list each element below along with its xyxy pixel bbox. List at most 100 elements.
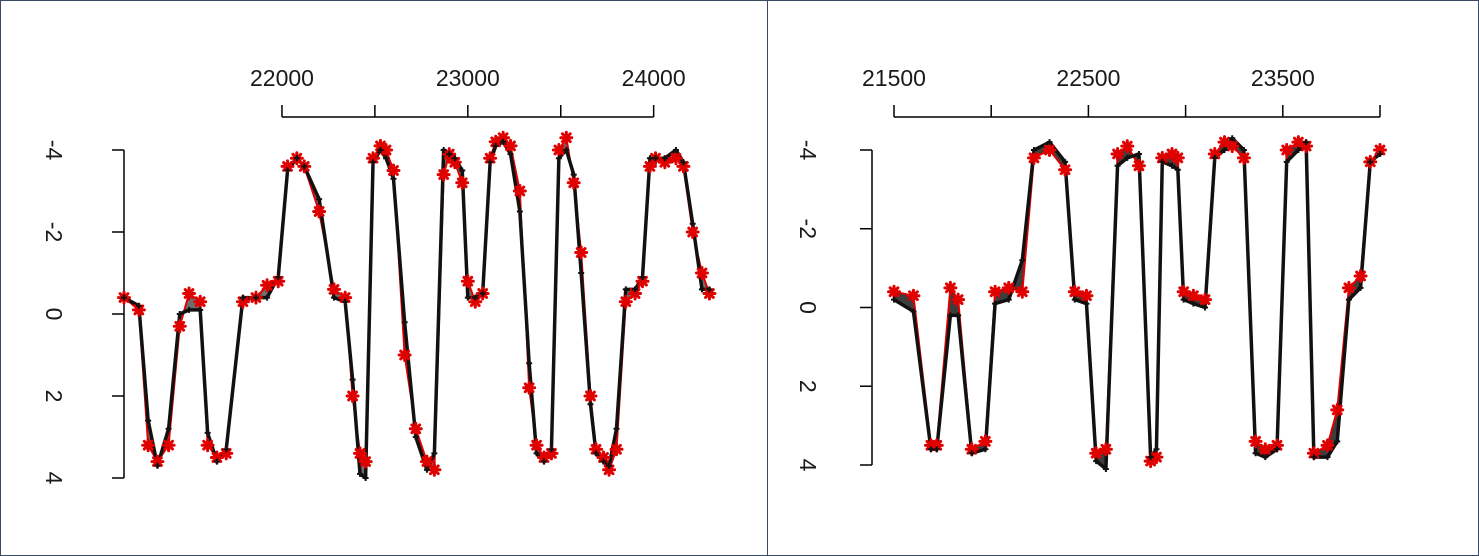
fitted-point [1262,454,1269,461]
observed-point [1291,135,1306,150]
fitted-point [646,155,653,162]
observed-point [685,225,700,239]
observed-point [386,163,401,178]
observed-point [427,462,442,477]
fitted-point [1310,454,1317,461]
observed-point [1236,150,1251,165]
observed-point [887,284,901,299]
observed-point [312,204,327,219]
fitted-point [390,175,397,182]
fitted-point [431,450,438,457]
fitted-point [672,147,679,153]
observed-point [589,442,604,457]
fitted-point [578,270,585,276]
observed-point [566,175,581,190]
observed-point [1120,139,1135,154]
observed-point [353,446,368,461]
observed-point [951,292,966,307]
y-tick-label: -4 [795,140,821,161]
left-panel: 22000 23000 24000 -4 -2 0 2 4 [41,65,717,485]
fitted-point [154,462,161,469]
fitted-point [587,401,594,408]
fitted-point [316,196,323,203]
x-tick-label: 22500 [1056,65,1120,91]
observed-point [1058,162,1073,177]
observed-point [512,184,527,198]
observed-point [642,159,657,174]
observed-point [1186,288,1201,303]
observed-point [271,274,286,289]
y-tick-label: 0 [795,301,821,314]
observed-point [1015,284,1030,299]
observed-point [161,438,176,453]
observed-point [1353,269,1368,283]
fitted-point [197,306,204,313]
fitted-point [563,147,570,153]
y-tick-label: 2 [795,380,821,393]
fitted-point [362,475,369,481]
fitted-point [622,286,629,293]
fitted-point [186,306,193,313]
observed-point [447,155,462,170]
observed-point [657,155,672,170]
fitted-point [1324,454,1331,461]
fitted-point [661,155,668,162]
fitted-point [910,308,917,315]
fitted-point [1202,304,1209,311]
observed-series-line [123,134,711,473]
x-tick-label: 23500 [1251,65,1315,91]
observed-point [496,130,511,145]
fitted-point [479,290,486,297]
observed-point [1258,442,1273,457]
observed-point [468,294,483,309]
fitted-point [526,360,533,367]
observed-point [1143,454,1158,469]
observed-point [522,380,537,395]
observed-point [260,278,275,293]
fitted-point [1221,147,1228,153]
fitted-point [1174,166,1181,173]
observed-point [366,151,381,166]
fitted-point [1168,162,1175,169]
observed-point [668,151,683,166]
observed-point [1079,288,1094,303]
fitted-point [357,470,364,477]
observed-point [1330,402,1345,417]
observed-point [551,143,566,157]
observed-point [338,290,353,305]
observed-point [596,450,611,465]
observed-point [1131,158,1146,173]
fitted-point [500,138,507,145]
fitted-point [968,450,975,457]
fitted-point [213,458,220,465]
observed-point [943,280,958,295]
fitted-point [349,376,356,383]
fitted-point [459,167,466,174]
fitted-point [652,155,659,162]
observed-point [200,438,215,453]
fitted-point [632,286,639,293]
fitted-point [516,208,523,215]
fitted-point [933,446,940,453]
fitted-point [1252,450,1259,457]
observed-point [537,450,552,465]
observed-point [1217,135,1232,150]
fitted-point [1345,296,1352,303]
observed-point [1042,143,1057,157]
fitted-point [680,159,687,166]
fitted-point [1367,158,1374,165]
fitted-point [1062,158,1069,165]
observed-point [1373,143,1387,157]
fitted-point [1030,147,1037,153]
fitted-point [947,312,954,319]
observed-point [1248,434,1263,449]
fitted-point [600,458,607,465]
observed-point [1320,438,1335,453]
fitted-point [440,147,447,153]
observed-point [602,462,617,477]
fitted-point [145,417,152,424]
fitted-point [464,294,471,301]
fitted-point [252,294,259,301]
fitted-point [223,446,230,453]
y-tick-label: 4 [41,472,67,485]
